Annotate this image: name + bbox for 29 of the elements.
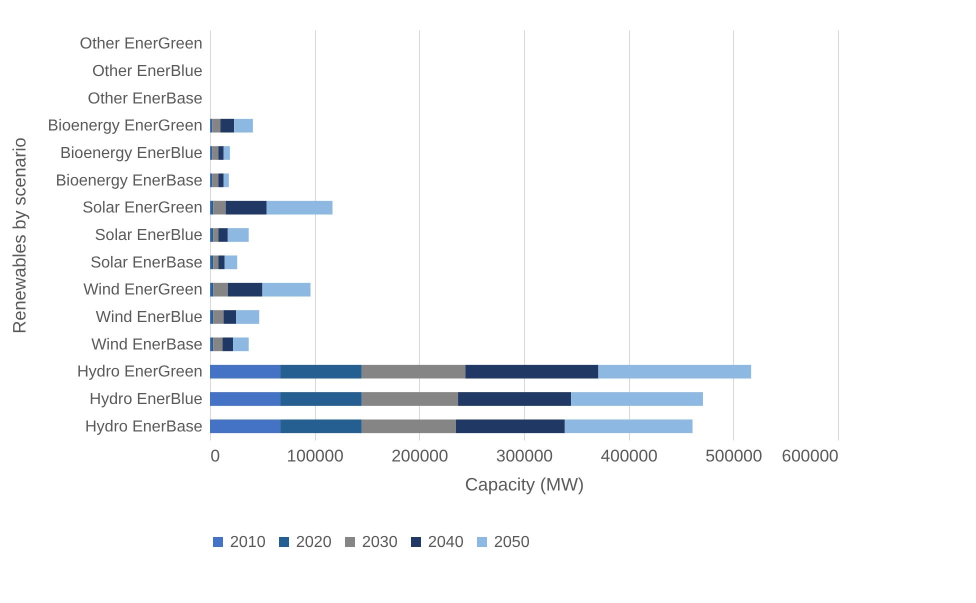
legend-label: 2020 [296,534,332,551]
y-tick-label: Other EnerGreen [80,36,202,53]
y-tick-label: Hydro EnerBase [85,418,203,436]
y-tick-label: Wind EnerGreen [83,282,202,299]
x-tick-label: 0 [210,446,220,466]
x-tick-label: 300000 [496,446,553,466]
x-tick-label: 200000 [391,446,448,466]
y-tick-label: Hydro EnerBlue [90,391,203,408]
x-tick-label: 100000 [286,446,344,466]
y-tick-label: Hydro EnerGreen [77,364,202,381]
y-tick-label: Solar EnerGreen [82,200,202,217]
x-tick-label: 400000 [600,446,658,466]
y-tick-label: Bioenergy EnerBase [56,172,203,190]
y-tick-label: Solar EnerBase [90,254,203,272]
x-tick-label: 600000 [782,446,838,466]
legend-label: 2010 [230,534,266,551]
legend-label: 2050 [494,534,530,551]
legend-label: 2040 [428,534,464,551]
y-tick-label: Other EnerBlue [92,63,203,80]
y-tick-label: Solar EnerBlue [94,227,203,244]
y-tick-label: Bioenergy EnerBlue [60,145,203,162]
y-tick-label: Bioenergy EnerGreen [48,118,202,135]
legend-label: 2030 [362,534,398,551]
x-tick-label: 500000 [705,446,762,466]
y-tick-label: Other EnerBase [88,90,203,108]
y-tick-label: Wind EnerBlue [96,309,203,326]
y-tick-label: Wind EnerBase [91,336,203,354]
y-axis-title: Renewables by scenario [9,137,30,334]
x-axis-title: Capacity (MW) [464,474,584,494]
